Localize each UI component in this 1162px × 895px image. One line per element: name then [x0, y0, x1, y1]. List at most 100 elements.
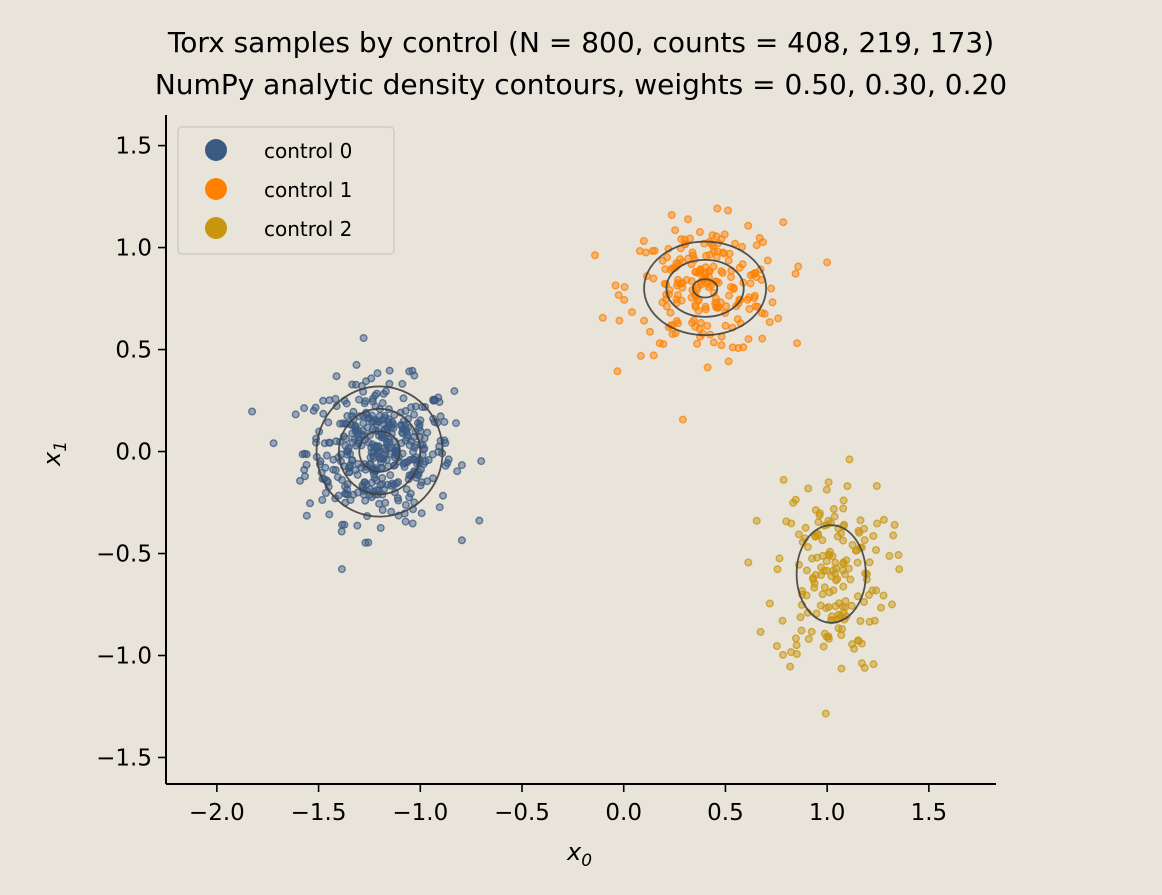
data-point-control-0: [361, 496, 370, 505]
data-point-control-1: [708, 231, 717, 240]
y-tick-label: −1.0: [96, 644, 152, 670]
data-point-control-2: [792, 641, 801, 650]
data-point-control-2: [831, 558, 840, 567]
legend-label-control-2: control 2: [264, 217, 352, 241]
data-point-control-0: [355, 395, 364, 404]
data-point-control-1: [684, 215, 693, 224]
data-point-control-0: [319, 409, 328, 418]
data-point-control-0: [359, 334, 368, 343]
data-point-control-2: [829, 566, 838, 575]
data-point-control-0: [319, 396, 328, 405]
data-point-control-2: [869, 660, 878, 669]
data-point-control-0: [385, 366, 394, 375]
data-point-control-2: [832, 576, 841, 585]
data-point-control-2: [865, 617, 874, 626]
data-point-control-1: [757, 309, 766, 318]
data-point-control-0: [301, 472, 310, 481]
data-point-control-1: [636, 351, 645, 360]
data-point-control-0: [377, 463, 386, 472]
data-point-control-0: [366, 460, 375, 469]
data-point-control-2: [838, 625, 847, 634]
data-point-control-1: [758, 334, 767, 343]
data-point-control-1: [614, 291, 623, 300]
data-point-control-1: [697, 318, 706, 327]
data-point-control-0: [381, 411, 390, 420]
data-point-control-0: [417, 509, 426, 518]
data-point-control-2: [779, 650, 788, 659]
data-point-control-1: [743, 295, 752, 304]
data-point-control-1: [823, 258, 832, 267]
data-point-control-2: [831, 602, 840, 611]
data-point-control-1: [620, 283, 629, 292]
data-point-control-2: [890, 520, 899, 529]
data-point-control-2: [797, 626, 806, 635]
data-point-control-1: [794, 262, 803, 271]
data-point-control-2: [817, 571, 826, 580]
points-layer: [248, 204, 904, 718]
data-point-control-2: [814, 518, 823, 527]
data-point-control-2: [796, 613, 805, 622]
data-point-control-0: [414, 470, 423, 479]
data-point-control-2: [824, 478, 833, 487]
data-point-control-1: [722, 302, 731, 311]
y-tick-label: −1.5: [96, 745, 152, 771]
data-point-control-2: [839, 496, 848, 505]
data-point-control-1: [734, 344, 743, 353]
data-point-control-2: [773, 565, 782, 574]
data-point-control-0: [331, 466, 340, 475]
data-point-control-2: [744, 558, 753, 567]
data-point-control-1: [793, 339, 802, 348]
data-point-control-0: [372, 486, 381, 495]
data-point-control-2: [839, 558, 848, 567]
data-point-control-0: [401, 407, 410, 416]
data-point-control-0: [440, 417, 449, 426]
data-point-control-0: [340, 520, 349, 529]
data-point-control-1: [717, 341, 726, 350]
data-point-control-0: [320, 439, 329, 448]
data-point-control-0: [381, 387, 390, 396]
data-point-control-0: [420, 434, 429, 443]
y-axis-label-main: x: [38, 451, 66, 467]
data-point-control-0: [359, 419, 368, 428]
data-point-control-0: [306, 499, 315, 508]
data-point-control-0: [399, 394, 408, 403]
data-point-control-1: [672, 299, 681, 308]
data-point-control-0: [424, 456, 433, 465]
data-point-control-2: [772, 642, 781, 651]
data-point-control-1: [713, 204, 722, 213]
data-point-control-2: [807, 627, 816, 636]
data-point-control-0: [353, 521, 362, 530]
data-point-control-0: [296, 476, 305, 485]
data-point-control-1: [702, 251, 711, 260]
data-point-control-2: [818, 536, 827, 545]
data-point-control-1: [767, 284, 776, 293]
data-point-control-1: [703, 321, 712, 330]
data-point-control-1: [667, 210, 676, 219]
data-point-control-2: [801, 523, 810, 532]
data-point-control-2: [885, 551, 894, 560]
y-axis-label: x1: [38, 441, 71, 467]
data-point-control-0: [378, 506, 387, 515]
data-point-control-2: [841, 597, 850, 606]
density-contour-0-0: [315, 385, 444, 518]
legend-label-control-1: control 1: [264, 178, 352, 202]
data-point-control-2: [839, 582, 848, 591]
legend-marker-control-0: [205, 139, 227, 161]
y-tick-label: 1.0: [115, 236, 152, 262]
data-point-control-0: [450, 387, 459, 396]
axes-layer: −2.0 −1.5 −1.0 −0.5 0.0 0.5 1.0 1.5 −1.5 −1.0 −0.5…: [96, 115, 996, 826]
data-point-control-0: [435, 503, 444, 512]
data-point-control-2: [889, 531, 898, 540]
data-point-control-1: [666, 308, 675, 317]
data-point-control-2: [848, 640, 857, 649]
data-point-control-1: [713, 303, 722, 312]
data-point-control-0: [381, 498, 390, 507]
data-point-control-1: [765, 318, 774, 327]
data-point-control-2: [775, 554, 784, 563]
data-point-control-1: [689, 316, 698, 325]
data-point-control-2: [803, 543, 812, 552]
data-point-control-1: [649, 351, 658, 360]
data-point-control-2: [812, 609, 821, 618]
data-point-control-0: [269, 439, 278, 448]
data-point-control-2: [817, 563, 826, 572]
